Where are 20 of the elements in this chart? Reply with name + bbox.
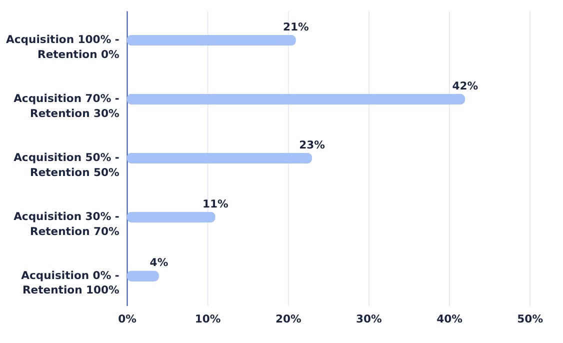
- data-label: 42%: [452, 79, 478, 92]
- y-tick-label: Acquisition 70% - Retention 30%: [14, 92, 120, 120]
- data-label: 21%: [283, 20, 310, 34]
- x-tick-label: 40%: [436, 312, 463, 326]
- y-tick-label: Acquisition 100% - Retention 0%: [6, 33, 120, 61]
- y-tick-label: Acquisition 50% - Retention 50%: [14, 151, 120, 179]
- x-tick-label: 20%: [275, 312, 302, 326]
- data-label: 4%: [150, 256, 168, 270]
- x-tick-label: 30%: [356, 312, 382, 326]
- x-tick-label: 50%: [517, 312, 544, 326]
- y-tick-label: Acquisition 30% - Retention 70%: [14, 210, 120, 238]
- x-tick-label: 0%: [118, 312, 137, 326]
- bar: [126, 152, 312, 164]
- data-label: 11%: [202, 197, 228, 210]
- x-tick-label: 10%: [194, 312, 221, 326]
- y-tick-label: Acquisition 0% - Retention 100%: [21, 268, 120, 297]
- data-label: 23%: [299, 138, 326, 152]
- bar: [126, 212, 216, 222]
- bar: [126, 34, 296, 46]
- bar: [126, 94, 466, 105]
